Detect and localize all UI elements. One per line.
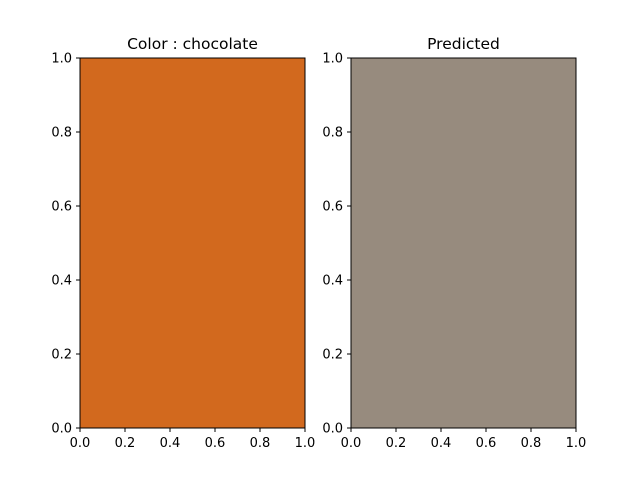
right-y-tick-label: 0.2 bbox=[322, 348, 343, 363]
left-y-tick-label: 1.0 bbox=[51, 52, 72, 67]
left-y-tick-label: 0.8 bbox=[51, 126, 72, 141]
right-axes-frame bbox=[350, 57, 577, 429]
left-color-swatch bbox=[80, 58, 305, 428]
right-color-swatch bbox=[351, 58, 576, 428]
left-x-tick-label: 0.2 bbox=[115, 436, 136, 451]
right-y-tick-label: 1.0 bbox=[322, 52, 343, 67]
right-x-tick-label: 1.0 bbox=[566, 436, 587, 451]
right-x-tick-label: 0.2 bbox=[386, 436, 407, 451]
left-x-tick-label: 0.8 bbox=[250, 436, 271, 451]
left-x-tick-label: 0.6 bbox=[205, 436, 226, 451]
left-x-tick-label: 0.4 bbox=[160, 436, 181, 451]
left-subplot-title: Color : chocolate bbox=[127, 35, 258, 53]
left-axes-frame bbox=[79, 57, 306, 429]
right-y-tick-label: 0.8 bbox=[322, 126, 343, 141]
right-x-tick-label: 0.4 bbox=[431, 436, 452, 451]
right-y-tick-label: 0.4 bbox=[322, 274, 343, 289]
left-subplot: Color : chocolate 0.0 0.2 0.4 0.6 0.8 1.0 0.0 0… bbox=[51, 35, 315, 451]
right-x-tick-label: 0.8 bbox=[521, 436, 542, 451]
right-x-tick-label: 0.6 bbox=[476, 436, 497, 451]
right-x-tick-label: 0.0 bbox=[341, 436, 362, 451]
right-y-tick-label: 0.0 bbox=[322, 422, 343, 437]
left-y-tick-label: 0.0 bbox=[51, 422, 72, 437]
left-y-tick-label: 0.6 bbox=[51, 200, 72, 215]
left-y-tick-label: 0.2 bbox=[51, 348, 72, 363]
right-subplot-title: Predicted bbox=[427, 35, 500, 53]
left-x-tick-label: 1.0 bbox=[295, 436, 316, 451]
left-y-tick-label: 0.4 bbox=[51, 274, 72, 289]
left-x-tick-label: 0.0 bbox=[70, 436, 91, 451]
right-subplot: Predicted 0.0 0.2 0.4 0.6 0.8 1.0 0.0 0.2 0.4 0.6… bbox=[322, 35, 586, 451]
right-y-tick-label: 0.6 bbox=[322, 200, 343, 215]
